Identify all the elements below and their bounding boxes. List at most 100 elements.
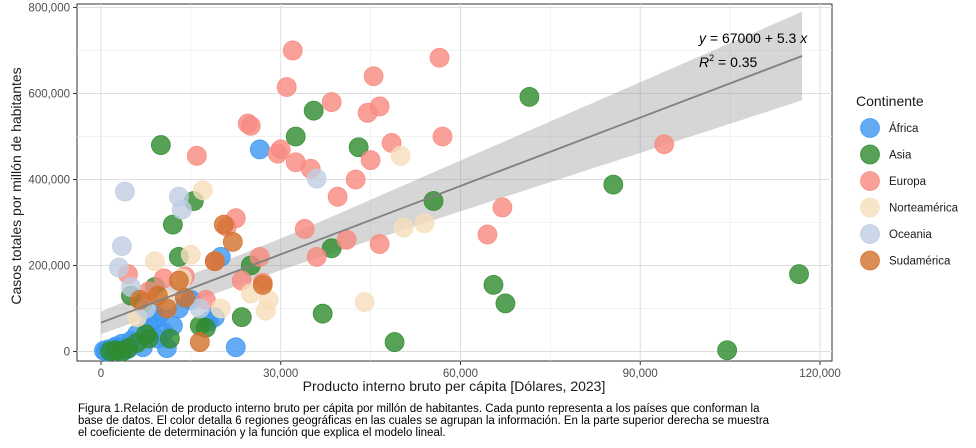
data-point — [252, 274, 273, 295]
r2-superscript: 2 — [709, 53, 714, 63]
data-point — [369, 96, 390, 117]
y-tick-label: 200,000 — [28, 261, 70, 273]
equation-y: y — [698, 30, 707, 46]
svg-text:R2 = 0.35: R2 = 0.35 — [699, 53, 758, 70]
legend-label: África — [889, 122, 919, 135]
r2-value: = 0.35 — [714, 54, 757, 70]
data-point — [168, 270, 189, 291]
data-point — [189, 332, 210, 352]
legend-label: Norteamérica — [889, 203, 959, 215]
data-point — [285, 126, 306, 147]
data-point — [303, 100, 324, 121]
y-axis-title: Casos totales por millón de habitantes — [8, 67, 24, 304]
x-tick-label: 120,000 — [799, 368, 841, 380]
data-point — [189, 298, 210, 319]
caption-line: base de datos. El color detalla 6 region… — [78, 415, 770, 427]
legend-key — [860, 197, 880, 218]
data-point — [393, 217, 414, 238]
data-point — [789, 264, 809, 285]
data-point — [112, 236, 132, 257]
data-point — [150, 135, 171, 155]
x-tick-label: 0 — [98, 368, 104, 380]
data-point — [270, 139, 291, 160]
axes: 0 30,000 60,000 90,000 120,000 0 200,000 400,00… — [28, 2, 840, 380]
data-point — [360, 150, 381, 171]
data-point — [115, 181, 135, 202]
data-point — [429, 47, 450, 68]
data-point — [336, 229, 357, 250]
data-point — [390, 145, 411, 166]
x-tick-label: 90,000 — [623, 368, 658, 380]
data-point — [231, 307, 252, 328]
data-point — [369, 234, 390, 254]
data-point — [156, 298, 177, 319]
data-points — [94, 40, 809, 362]
y-tick-label: 400,000 — [28, 174, 70, 186]
data-point — [423, 191, 444, 211]
legend-key — [860, 171, 880, 191]
data-point — [654, 134, 675, 155]
data-point — [384, 332, 405, 352]
data-point — [180, 244, 201, 265]
data-point — [354, 292, 375, 312]
data-point — [492, 197, 513, 218]
regression-line — [100, 55, 803, 324]
data-point — [204, 251, 225, 272]
data-point — [321, 92, 342, 112]
y-tick-label: 600,000 — [28, 88, 70, 100]
data-point — [348, 137, 369, 158]
data-point — [519, 87, 540, 107]
data-point — [603, 174, 624, 195]
data-point — [162, 214, 183, 235]
legend-label: Oceania — [889, 229, 932, 241]
data-point — [139, 328, 159, 349]
legend-title: Continente — [856, 93, 924, 109]
legend-key — [860, 144, 880, 165]
data-point — [306, 247, 327, 267]
data-point — [240, 115, 261, 136]
scatter-chart: 0 30,000 60,000 90,000 120,000 0 200,000 400,00… — [8, 2, 959, 394]
x-tick-label: 60,000 — [443, 368, 478, 380]
data-point — [249, 247, 270, 267]
data-point — [294, 219, 315, 239]
data-point — [345, 169, 366, 190]
caption-line: Figura 1.Relación de producto interno br… — [78, 403, 760, 415]
legend: Continente África Asia Europa Norteamérica O… — [856, 93, 959, 271]
data-point — [144, 251, 165, 272]
data-point — [483, 274, 504, 295]
legend-key — [860, 118, 880, 138]
regression-line-path — [100, 55, 803, 324]
legend-label: Sudamérica — [889, 256, 951, 268]
equation-body: = 67000 + 5.3 — [706, 30, 800, 46]
confidence-band — [100, 11, 803, 335]
data-point — [276, 77, 297, 97]
legend-label: Europa — [889, 176, 927, 188]
legend-label: Asia — [889, 150, 912, 162]
data-point — [210, 298, 231, 319]
y-tick-label: 800,000 — [28, 2, 70, 14]
data-point — [321, 238, 342, 259]
caption-line: el coeficiente de determinación y la fun… — [78, 427, 446, 439]
svg-text:y = 67000 + 5.3 x: y = 67000 + 5.3 x — [698, 30, 808, 46]
data-point — [306, 168, 327, 189]
r2-label: R — [699, 54, 709, 70]
data-point — [312, 303, 333, 324]
data-point — [225, 337, 246, 358]
data-point — [213, 214, 234, 235]
data-point — [222, 231, 243, 252]
data-point — [414, 213, 435, 234]
data-point — [192, 180, 213, 201]
y-tick-label: 0 — [64, 347, 70, 359]
data-point — [249, 139, 270, 160]
data-point — [109, 257, 129, 278]
x-axis-title: Producto interno bruto per cápita [Dólar… — [303, 378, 606, 394]
data-point — [130, 290, 150, 310]
legend-key — [860, 224, 880, 244]
confidence-band-area — [100, 11, 803, 335]
data-point — [327, 186, 348, 207]
data-point — [495, 293, 516, 314]
equation-x: x — [799, 30, 808, 46]
data-point — [159, 328, 180, 349]
figure-caption: Figura 1.Relación de producto interno br… — [78, 403, 838, 439]
equation-annotation: y = 67000 + 5.3 x R2 = 0.35 — [698, 30, 808, 70]
